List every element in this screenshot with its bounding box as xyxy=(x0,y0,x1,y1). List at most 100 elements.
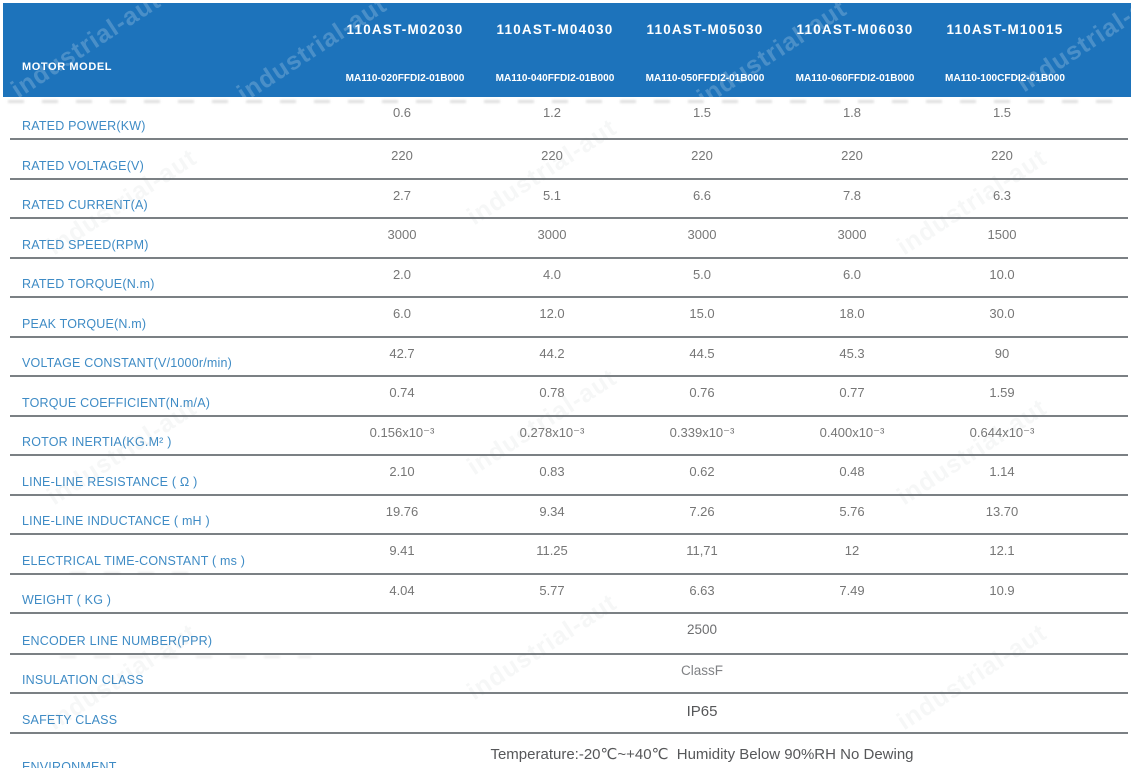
spec-value: 90 xyxy=(994,345,1010,361)
table-row: RATED SPEED(RPM) 3000 3000 3000 3000 150… xyxy=(10,219,1128,259)
spec-value-merged: 2500 xyxy=(686,622,718,637)
spec-value: 0.62 xyxy=(689,464,715,479)
header-spacer xyxy=(1080,3,1131,97)
spec-value: 3000 xyxy=(837,227,867,242)
row-label: SAFETY CLASS xyxy=(22,713,118,727)
spec-value: 1.14 xyxy=(989,464,1015,479)
row-label: RATED TORQUE(N.m) xyxy=(22,277,155,291)
spec-value: 6.0 xyxy=(392,306,412,321)
spec-value: 7.49 xyxy=(839,582,865,598)
row-label: ROTOR INERTIA(KG.M² ) xyxy=(22,435,172,449)
spec-value: 12.0 xyxy=(539,306,565,321)
spec-value: 42.7 xyxy=(389,345,415,361)
spec-value: 1.8 xyxy=(842,105,862,120)
spec-value: 0.278x10⁻³ xyxy=(519,424,585,440)
motor-model-label: MOTOR MODEL xyxy=(22,61,113,73)
spec-value: 6.63 xyxy=(689,582,715,598)
spec-value: 44.2 xyxy=(539,345,565,361)
row-label: ENVIRONMENT xyxy=(22,760,117,768)
spec-value: 11.25 xyxy=(536,543,568,558)
row-label: ELECTRICAL TIME-CONSTANT ( ms ) xyxy=(22,553,246,568)
spec-value: 10.0 xyxy=(989,266,1015,282)
spec-value: 12.1 xyxy=(989,543,1015,558)
spec-value: 19.76 xyxy=(385,503,419,519)
model-column-header: 110AST-M06030 MA110-060FFDI2-01B000 xyxy=(780,3,930,97)
spec-value: 7.8 xyxy=(842,187,862,203)
model-part-number: MA110-050FFDI2-01B000 xyxy=(645,72,765,84)
spec-value: 1.2 xyxy=(542,105,562,120)
model-part-number: MA110-100CFDI2-01B000 xyxy=(945,72,1065,84)
row-label: WEIGHT ( KG ) xyxy=(22,593,112,607)
model-column-header: 110AST-M05030 MA110-050FFDI2-01B000 xyxy=(630,3,780,97)
model-name: 110AST-M02030 xyxy=(346,22,464,37)
spec-value: 9.34 xyxy=(539,503,565,519)
spec-rows: RATED POWER(KW) 0.6 1.2 1.5 1.8 1.5 RATE… xyxy=(10,97,1128,768)
row-label: TORQUE COEFFICIENT(N.m/A) xyxy=(22,395,211,410)
spec-value-merged: ClassF xyxy=(680,663,723,678)
table-row-encoder: ENCODER LINE NUMBER(PPR) 2500 xyxy=(10,614,1128,655)
model-name: 110AST-M04030 xyxy=(496,22,614,37)
spec-value: 1.5 xyxy=(692,105,712,120)
scan-smudge xyxy=(70,572,201,574)
model-column-header: 110AST-M02030 MA110-020FFDI2-01B000 xyxy=(330,3,480,97)
scan-smudge xyxy=(60,656,311,658)
spec-value: 5.77 xyxy=(539,582,565,598)
table-row-insulation: INSULATION CLASS ClassF xyxy=(10,655,1128,694)
row-label: RATED CURRENT(A) xyxy=(22,198,148,212)
spec-value-merged: Temperature:-20℃~+40℃ Humidity Below 90%… xyxy=(490,746,914,763)
table-row: LINE-LINE INDUCTANCE ( mH ) 19.76 9.34 7… xyxy=(10,496,1128,535)
spec-value: 1.5 xyxy=(992,105,1012,120)
spec-value: 4.04 xyxy=(389,582,415,598)
row-label: ENCODER LINE NUMBER(PPR) xyxy=(22,634,213,648)
spec-value: 0.74 xyxy=(389,385,415,400)
spec-value: 220 xyxy=(691,148,713,163)
table-row: VOLTAGE CONSTANT(V/1000r/min) 42.7 44.2 … xyxy=(10,338,1128,377)
table-row: WEIGHT ( KG ) 4.04 5.77 6.63 7.49 10.9 xyxy=(10,575,1128,614)
spec-value: 0.400x10⁻³ xyxy=(819,424,885,440)
spec-value: 0.6 xyxy=(392,105,412,120)
model-part-number: MA110-060FFDI2-01B000 xyxy=(795,72,915,84)
model-column-header: 110AST-M10015 MA110-100CFDI2-01B000 xyxy=(930,3,1080,97)
table-row-safety: SAFETY CLASS IP65 xyxy=(10,694,1128,734)
spec-value: 0.83 xyxy=(539,464,565,479)
scan-smudge xyxy=(8,100,1123,103)
row-label: VOLTAGE CONSTANT(V/1000r/min) xyxy=(22,356,233,370)
spec-value: 1500 xyxy=(987,227,1017,242)
spec-value: 0.644x10⁻³ xyxy=(969,424,1035,440)
spec-value: 18.0 xyxy=(839,306,865,321)
model-name: 110AST-M06030 xyxy=(796,22,914,37)
spec-value: 15.0 xyxy=(689,306,715,321)
spec-value: 45.3 xyxy=(839,345,865,361)
spec-value: 6.6 xyxy=(692,187,712,203)
spec-value: 0.77 xyxy=(839,385,865,400)
spec-value: 5.76 xyxy=(839,503,865,519)
spec-value: 220 xyxy=(841,148,863,163)
row-label: LINE-LINE RESISTANCE ( Ω ) xyxy=(22,474,198,489)
spec-value: 220 xyxy=(391,148,413,163)
spec-value: 13.70 xyxy=(985,503,1019,519)
model-column-header: 110AST-M04030 MA110-040FFDI2-01B000 xyxy=(480,3,630,97)
row-label: RATED VOLTAGE(V) xyxy=(22,158,144,173)
table-row: RATED POWER(KW) 0.6 1.2 1.5 1.8 1.5 xyxy=(10,97,1128,140)
table-row: ELECTRICAL TIME-CONSTANT ( ms ) 9.41 11.… xyxy=(10,535,1128,575)
spec-value: 6.0 xyxy=(842,266,862,282)
table-row: TORQUE COEFFICIENT(N.m/A) 0.74 0.78 0.76… xyxy=(10,377,1128,417)
spec-value: 12 xyxy=(844,543,860,558)
table-row: LINE-LINE RESISTANCE ( Ω ) 2.10 0.83 0.6… xyxy=(10,456,1128,496)
spec-value: 0.78 xyxy=(539,385,565,400)
spec-value: 10.9 xyxy=(989,582,1015,598)
spec-value: 220 xyxy=(541,148,563,163)
spec-value: 2.10 xyxy=(389,464,415,479)
row-label: RATED SPEED(RPM) xyxy=(22,237,149,252)
model-part-number: MA110-020FFDI2-01B000 xyxy=(345,72,465,84)
table-row-environment: ENVIRONMENT Temperature:-20℃~+40℃ Humidi… xyxy=(10,734,1128,768)
row-label: PEAK TORQUE(N.m) xyxy=(22,316,147,331)
spec-value: 2.0 xyxy=(392,266,412,282)
spec-value-merged: IP65 xyxy=(686,703,718,720)
spec-value: 3000 xyxy=(687,227,717,242)
spec-value: 220 xyxy=(991,148,1013,163)
spec-value: 0.48 xyxy=(839,464,865,479)
motor-model-header-cell: MOTOR MODEL xyxy=(3,3,330,97)
table-header: MOTOR MODEL 110AST-M02030 MA110-020FFDI2… xyxy=(0,0,1131,97)
